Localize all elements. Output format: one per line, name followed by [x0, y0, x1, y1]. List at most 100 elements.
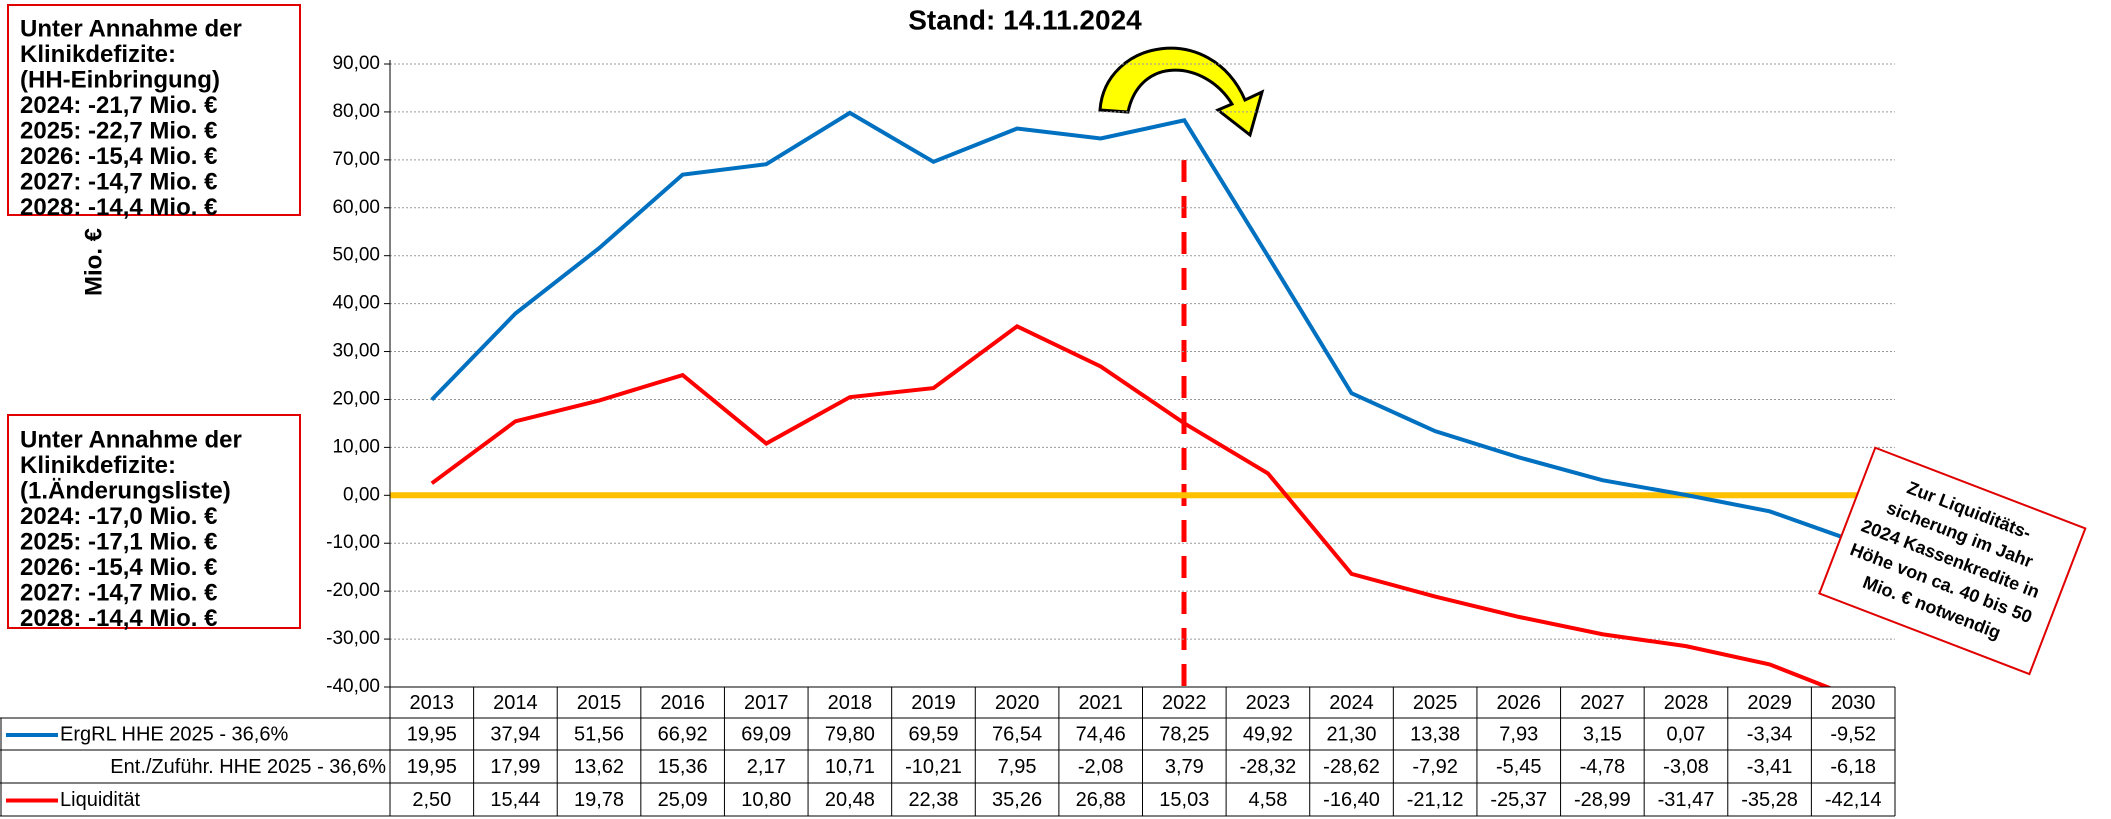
x-tick-label: 2026 [1497, 692, 1542, 714]
table-cell: 15,44 [490, 789, 540, 811]
annotation-text: 2027: -14,7 Mio. € [20, 579, 217, 606]
table-cell: 79,80 [825, 723, 875, 745]
table-cell: 2,17 [747, 756, 786, 778]
annotation-text: Klinikdefizite: [20, 452, 176, 479]
table-cell: -28,99 [1574, 789, 1631, 811]
x-tick-label: 2021 [1078, 692, 1123, 714]
table-cell: 76,54 [992, 723, 1042, 745]
x-tick-label: 2022 [1162, 692, 1207, 714]
annotation-box [7, 4, 301, 216]
table-cell: 19,78 [574, 789, 624, 811]
y-tick-label: -20,00 [326, 580, 380, 601]
table-cell: -31,47 [1658, 789, 1715, 811]
table-cell: -16,40 [1323, 789, 1380, 811]
table-cell: 20,48 [825, 789, 875, 811]
table-cell: 15,03 [1159, 789, 1209, 811]
annotation-text: 2028: -14,4 Mio. € [20, 605, 217, 632]
table-cell: -3,41 [1747, 756, 1793, 778]
annotation-text: 2025: -17,1 Mio. € [20, 528, 217, 555]
table-cell: 35,26 [992, 789, 1042, 811]
table-cell: -42,14 [1825, 789, 1882, 811]
x-tick-label: 2017 [744, 692, 789, 714]
table-cell: 13,38 [1410, 723, 1460, 745]
table-cell: 21,30 [1326, 723, 1376, 745]
table-cell: -28,62 [1323, 756, 1380, 778]
annotation-text: (1.Änderungsliste) [20, 477, 231, 504]
y-tick-label: -40,00 [326, 676, 380, 697]
table-cell: -3,08 [1663, 756, 1709, 778]
legend-label: Ent./Zuführ. HHE 2025 - 36,6% [110, 756, 386, 778]
table-cell: 4,58 [1248, 789, 1287, 811]
legend-label: ErgRL HHE 2025 - 36,6% [60, 723, 288, 745]
annotation-box [7, 414, 301, 629]
annotation-text: 2028: -14,4 Mio. € [20, 194, 217, 221]
chart-title: Stand: 14.11.2024 [908, 4, 1142, 35]
annotation-text: Unter Annahme der [20, 15, 242, 42]
annotation-text: 2026: -15,4 Mio. € [20, 143, 217, 170]
y-tick-label: 90,00 [332, 53, 380, 74]
table-cell: 22,38 [908, 789, 958, 811]
x-tick-label: 2023 [1246, 692, 1291, 714]
table-cell: -3,34 [1747, 723, 1793, 745]
y-axis-label: Mio. € [80, 228, 107, 296]
table-cell: 7,93 [1499, 723, 1538, 745]
x-tick-label: 2030 [1831, 692, 1876, 714]
table-cell: 69,59 [908, 723, 958, 745]
series-line [430, 110, 1854, 543]
table-cell: 37,94 [490, 723, 540, 745]
series-group [430, 110, 1854, 687]
note-box [1818, 446, 2087, 676]
x-tick-label: 2020 [995, 692, 1040, 714]
table-cell: 74,46 [1076, 723, 1126, 745]
table-cell: -35,28 [1741, 789, 1798, 811]
table-cell: 3,15 [1583, 723, 1622, 745]
y-tick-label: 40,00 [332, 293, 380, 314]
table-cell: 15,36 [658, 756, 708, 778]
annotation-text: 2027: -14,7 Mio. € [20, 168, 217, 195]
table-cell: -6,18 [1830, 756, 1876, 778]
x-tick-label: 2016 [660, 692, 705, 714]
table-cell: -10,21 [905, 756, 962, 778]
annotation-text: Unter Annahme der [20, 426, 242, 453]
y-tick-label: 80,00 [332, 101, 380, 122]
x-tick-label: 2028 [1664, 692, 1709, 714]
table-cell: -7,92 [1412, 756, 1458, 778]
y-tick-label: 0,00 [343, 484, 380, 505]
series-line [430, 324, 1833, 687]
table-cell: 19,95 [407, 723, 457, 745]
x-tick-label: 2025 [1413, 692, 1458, 714]
table-cell: 17,99 [490, 756, 540, 778]
table-cell: 78,25 [1159, 723, 1209, 745]
annotation-text: 2024: -17,0 Mio. € [20, 503, 217, 530]
table-cell: 25,09 [658, 789, 708, 811]
table-cell: 69,09 [741, 723, 791, 745]
table-cell: 49,92 [1243, 723, 1293, 745]
x-tick-label: 2019 [911, 692, 956, 714]
x-tick-label: 2024 [1329, 692, 1374, 714]
y-tick-label: 20,00 [332, 388, 380, 409]
table-cell: 51,56 [574, 723, 624, 745]
annotation-text: Klinikdefizite: [20, 41, 176, 68]
table-cell: -9,52 [1830, 723, 1876, 745]
y-tick-label: 30,00 [332, 341, 380, 362]
table-cell: 3,79 [1165, 756, 1204, 778]
table-cell: -2,08 [1078, 756, 1124, 778]
table-cell: -28,32 [1240, 756, 1297, 778]
table-cell: -4,78 [1580, 756, 1626, 778]
arrow [1098, 46, 1265, 138]
annotation-text: (HH-Einbringung) [20, 66, 220, 93]
x-tick-label: 2027 [1580, 692, 1625, 714]
y-tick-label: 50,00 [332, 245, 380, 266]
table-cell: 26,88 [1076, 789, 1126, 811]
table-cell: 19,95 [407, 756, 457, 778]
x-tick-label: 2013 [410, 692, 455, 714]
table-cell: 66,92 [658, 723, 708, 745]
table-cell: 0,07 [1667, 723, 1706, 745]
y-tick-label: 10,00 [332, 436, 380, 457]
y-tick-label: -10,00 [326, 532, 380, 553]
x-tick-label: 2015 [577, 692, 622, 714]
annotation-text: 2025: -22,7 Mio. € [20, 117, 217, 144]
annotation-text: 2024: -21,7 Mio. € [20, 92, 217, 119]
